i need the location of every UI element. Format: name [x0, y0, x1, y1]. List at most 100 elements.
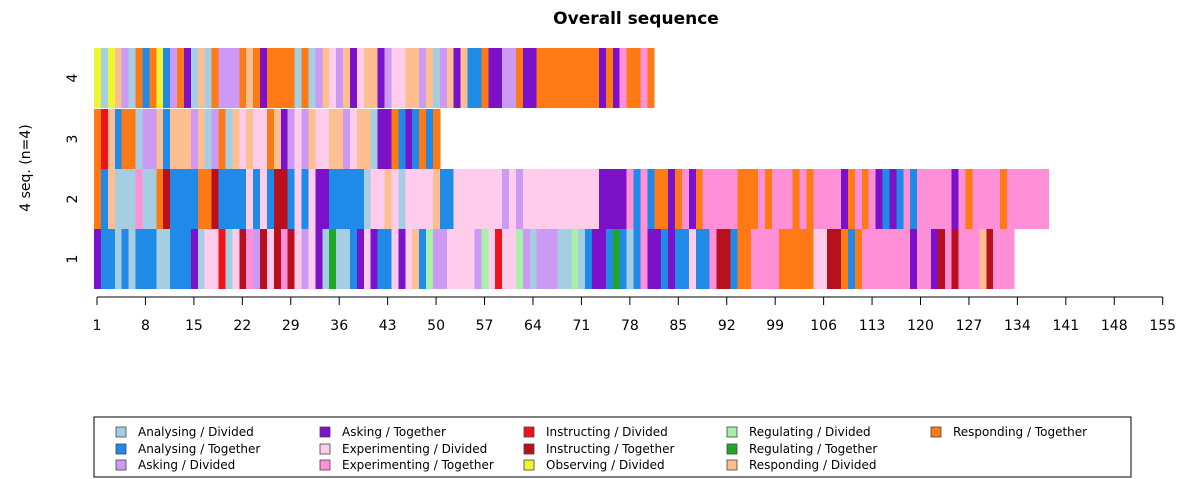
sequence-segment — [308, 169, 316, 229]
sequence-segment — [128, 229, 136, 289]
sequence-segment — [142, 109, 157, 169]
sequence-segment — [218, 229, 226, 289]
sequence-segment — [156, 48, 164, 108]
sequence-segment — [481, 48, 489, 108]
sequence-segment — [349, 229, 358, 289]
sequence-segment — [246, 169, 254, 229]
legend-label: Experimenting / Divided — [342, 442, 487, 456]
sequence-segment — [432, 109, 441, 169]
sequence-segment — [156, 169, 164, 229]
sequence-segment — [211, 109, 219, 169]
legend-item: Asking / Divided — [115, 458, 235, 472]
sequence-segment — [875, 169, 883, 229]
sequence-segment — [363, 229, 372, 289]
legend-item: Observing / Divided — [523, 458, 665, 472]
sequence-segment — [578, 229, 586, 289]
legend-item: Regulating / Together — [726, 442, 877, 456]
sequence-segment — [121, 48, 129, 108]
sequence-segment — [944, 229, 953, 289]
sequence-segment — [114, 109, 123, 169]
sequence-segment — [792, 169, 800, 229]
sequence-segment — [412, 229, 420, 289]
sequence-segment — [502, 229, 517, 289]
sequence-segment — [640, 169, 648, 229]
x-tick-label: 71 — [572, 318, 590, 334]
x-tick-label: 57 — [476, 318, 494, 334]
sequence-segment — [107, 169, 116, 229]
sequence-segment — [211, 48, 219, 108]
sequence-segment — [142, 48, 150, 108]
y-tick-label: 4 — [65, 73, 81, 82]
sequence-segment — [426, 109, 434, 169]
sequence-segment — [204, 229, 219, 289]
sequence-segment — [640, 229, 648, 289]
sequence-segment — [100, 229, 116, 289]
sequence-segment — [239, 48, 247, 108]
sequence-segment — [432, 229, 448, 289]
sequence-segment — [294, 109, 302, 169]
sequence-segment — [847, 169, 856, 229]
sequence-segment — [315, 169, 330, 229]
sequence-segment — [135, 109, 143, 169]
sequence-segment — [405, 48, 420, 108]
legend-label: Responding / Together — [953, 425, 1087, 439]
sequence-segment — [509, 169, 517, 229]
sequence-segment — [412, 109, 420, 169]
sequence-segment — [502, 48, 517, 108]
sequence-segment — [246, 229, 254, 289]
sequence-segment — [377, 109, 392, 169]
sequence-segment — [218, 109, 226, 169]
sequence-segment — [336, 229, 351, 289]
sequence-segment — [190, 48, 199, 108]
sequence-segment — [965, 169, 973, 229]
legend-swatch — [115, 443, 127, 455]
sequence-segment — [688, 169, 697, 229]
x-tick-label: 43 — [379, 318, 397, 334]
x-tick-label: 92 — [718, 318, 736, 334]
sequence-segment — [827, 229, 842, 289]
sequence-segment — [868, 169, 877, 229]
y-tick-label: 2 — [65, 195, 81, 204]
sequence-segment — [633, 229, 641, 289]
sequence-segment — [218, 169, 247, 229]
legend-box — [93, 416, 1132, 478]
sequence-segment — [163, 109, 171, 169]
legend-swatch — [115, 426, 127, 438]
sequence-segment — [100, 109, 109, 169]
sequence-segment — [356, 229, 365, 289]
sequence-segment — [225, 109, 233, 169]
sequence-segment — [287, 169, 295, 229]
sequence-segment — [930, 229, 939, 289]
sequence-segment — [94, 48, 102, 108]
sequence-segment — [460, 48, 468, 108]
legend-label: Regulating / Divided — [749, 425, 871, 439]
sequence-segment — [751, 229, 780, 289]
sequence-segment — [598, 48, 607, 108]
sequence-segment — [419, 229, 427, 289]
sequence-segment — [813, 229, 828, 289]
x-tick-label: 99 — [766, 318, 784, 334]
sequence-segment — [439, 48, 448, 108]
sequence-segment — [246, 109, 254, 169]
sequence-segment — [716, 229, 731, 289]
legend-swatch — [930, 426, 942, 438]
sequence-segment — [156, 109, 164, 169]
sequence-segment — [100, 48, 109, 108]
sequence-segment — [114, 229, 123, 289]
sequence-segment — [398, 169, 406, 229]
x-tick-label: 148 — [1101, 318, 1128, 334]
sequence-segment — [329, 48, 337, 108]
x-tick-label: 15 — [185, 318, 203, 334]
y-axis-label: 4 seq. (n=4) — [18, 124, 34, 212]
sequence-segment — [515, 229, 524, 289]
sequence-segment — [170, 48, 178, 108]
sequence-segment — [640, 48, 648, 108]
sequence-segment — [439, 169, 455, 229]
sequence-segment — [861, 169, 870, 229]
legend-swatch — [319, 443, 331, 455]
sequence-segment — [135, 169, 143, 229]
sequence-segment — [917, 229, 932, 289]
sequence-segment — [190, 229, 199, 289]
sequence-segment — [446, 48, 455, 108]
sequence-segment — [585, 229, 593, 289]
